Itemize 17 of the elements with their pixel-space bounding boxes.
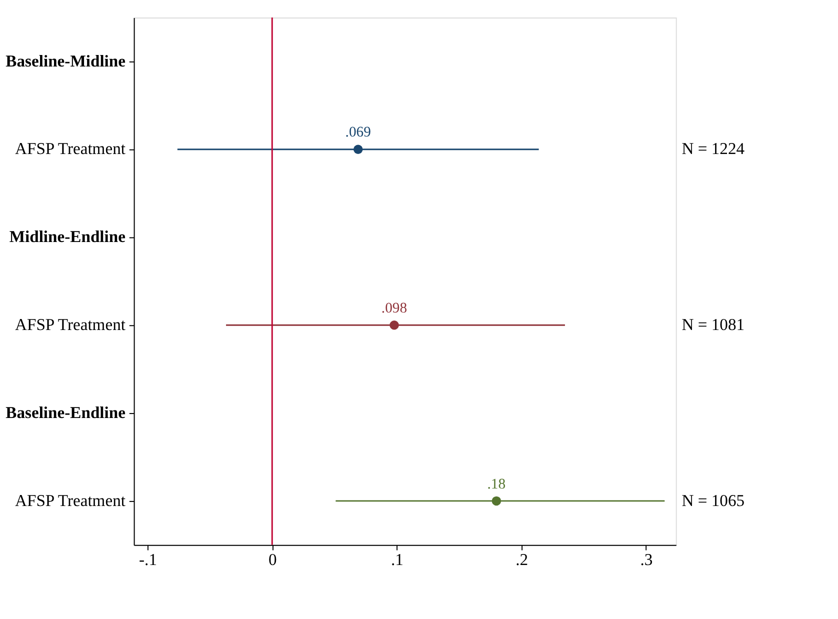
y-tick-label: Baseline-Endline	[6, 402, 126, 422]
text: N = 1065	[682, 490, 745, 510]
data-label: .098	[381, 300, 408, 316]
y-tick-label: AFSP Treatment	[14, 315, 126, 334]
x-tick-label: .3	[640, 550, 653, 569]
data-label: .18	[487, 476, 506, 492]
y-tick-label: Midline-Endline	[9, 227, 126, 246]
text: N = 1224	[682, 139, 746, 158]
data-label: .069	[345, 124, 371, 141]
y-tick-label: AFSP Treatment	[14, 139, 126, 158]
y-tick-label: Baseline-Midline	[6, 51, 126, 70]
x-tick-label: -.1	[139, 550, 157, 569]
x-tick-label: .1	[391, 550, 404, 569]
y-tick-label: AFSP Treatment	[14, 490, 126, 510]
x-tick-label: .2	[516, 550, 528, 569]
x-tick-label: 0	[268, 550, 277, 569]
text: N = 1081	[682, 315, 745, 334]
